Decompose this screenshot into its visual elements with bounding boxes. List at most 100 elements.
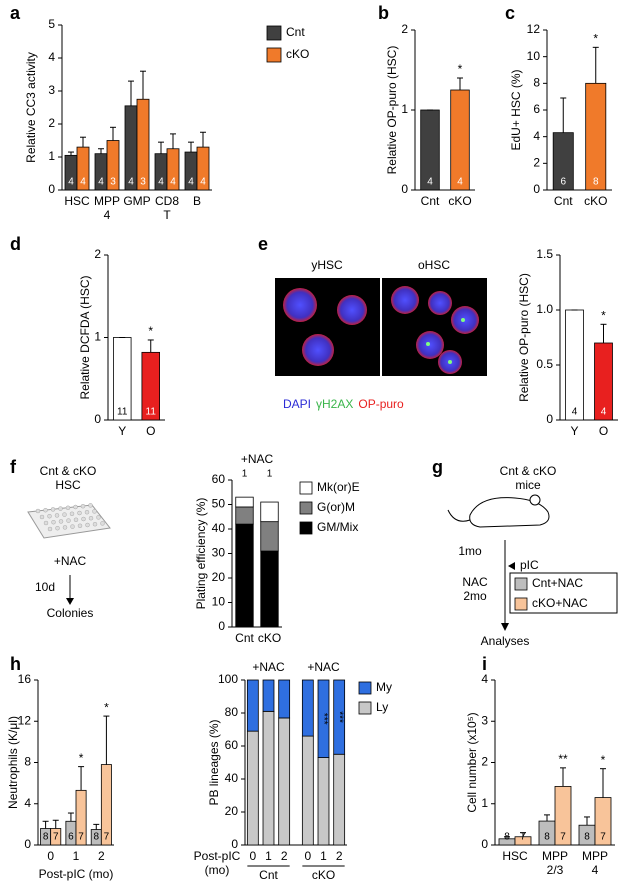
n-label: 8 (93, 832, 99, 843)
bar-segment (317, 757, 330, 846)
bar-segment (246, 730, 259, 846)
arrow-head (66, 598, 74, 605)
well (51, 519, 56, 525)
panel-letter: f (10, 457, 17, 477)
y-tick-label: 4 (24, 796, 31, 810)
n-label: 8 (593, 177, 599, 188)
bar-segment (333, 679, 346, 755)
significance: * (79, 751, 84, 765)
x-tick-label: MPP 2/3 (542, 849, 568, 877)
well (88, 503, 93, 508)
well (65, 505, 71, 511)
well (39, 514, 45, 520)
nucleus (391, 286, 419, 314)
error-bar (170, 133, 176, 149)
y-tick-label: 50 (212, 497, 226, 511)
n-label: 7 (104, 832, 110, 843)
y-tick-label: 0 (218, 619, 225, 633)
n-label: 7 (520, 832, 526, 843)
x-tick-label: 1 (320, 849, 327, 863)
y-tick-label: 1 (48, 149, 55, 163)
significance: * (458, 62, 463, 76)
significance: *** (318, 713, 329, 725)
y-axis-label: Relative OP-puro (HSC) (517, 273, 531, 402)
x-tick-label: cKO (584, 194, 607, 208)
y-axis-label: EdU+ HSC (%) (509, 69, 523, 150)
n-label: 1 (267, 469, 273, 480)
n-label: 4 (98, 177, 104, 188)
y-tick-label: 60 (212, 472, 226, 486)
x-tick-label: O (599, 424, 608, 438)
x-tick-label: 1 (265, 849, 272, 863)
foci (461, 318, 465, 322)
significance: * (148, 324, 153, 338)
legend-label: G(or)M (317, 500, 355, 514)
pic-marker (508, 562, 515, 570)
bar (565, 309, 584, 421)
y-tick-label: 0 (48, 182, 55, 196)
bar (585, 82, 607, 191)
well (70, 524, 75, 529)
significance: * (593, 32, 598, 46)
bar-segment (260, 501, 279, 523)
error-bar (52, 819, 59, 829)
x-tick-label: GMP (123, 194, 150, 208)
y-tick-label: 16 (18, 672, 32, 686)
y-tick-label: 20 (212, 570, 226, 584)
n-label: 7 (600, 832, 606, 843)
x-tick-label: MPP 4 (582, 849, 608, 877)
bar-segment (278, 717, 291, 846)
well (50, 507, 56, 512)
well (77, 523, 83, 529)
diagram-text: +NAC (54, 554, 87, 568)
diagram-text: Cnt & cKO mice (500, 464, 557, 492)
panel-letter: e (258, 234, 268, 254)
y-tick-label: 40 (225, 771, 239, 785)
error-bar (592, 46, 599, 84)
mouse-ear (529, 494, 541, 506)
x-tick-label: 2 (281, 849, 288, 863)
error-bar (93, 823, 100, 830)
x-axis-label: Post-pIC (mo) (194, 849, 241, 877)
y-tick-label: 4 (48, 50, 55, 64)
n-label: 11 (146, 407, 157, 418)
panel-letter: i (482, 654, 487, 674)
image-label: yHSC (311, 258, 343, 272)
y-tick-label: 10 (212, 595, 226, 609)
significance: * (601, 308, 606, 322)
n-label: 6 (68, 832, 74, 843)
diagram-text: Colonies (47, 606, 94, 620)
diagram-text: Analyses (481, 634, 530, 648)
legend-label: Cnt (286, 25, 305, 39)
n-label: 4 (427, 177, 433, 188)
bar-segment (333, 753, 346, 846)
error-bar (200, 131, 206, 148)
panel-letter: g (432, 457, 443, 477)
well (62, 512, 67, 517)
foci (448, 360, 452, 364)
well (96, 515, 101, 520)
legend-swatch (299, 521, 313, 535)
bar-segment (260, 550, 279, 628)
bar-segment (235, 506, 254, 525)
error-bar (147, 339, 154, 353)
x-tick-label: CD8 T (155, 194, 179, 222)
error-bar (140, 70, 146, 100)
n-label: 8 (544, 832, 550, 843)
legend-label: Ly (376, 700, 388, 714)
group-title: +NAC (252, 660, 285, 674)
n-label: 4 (170, 177, 176, 188)
panel-letter: d (10, 234, 21, 254)
x-tick-label: MPP 4 (94, 194, 120, 222)
bar-segment (246, 679, 259, 732)
group-label: cKO (312, 868, 335, 882)
y-tick-label: 40 (212, 521, 226, 535)
x-tick-label: B (193, 194, 201, 208)
legend-label: cKO+NAC (532, 596, 588, 610)
x-tick-label: 1 (73, 849, 80, 863)
well (66, 518, 71, 523)
x-tick-label: O (146, 424, 155, 438)
diagram-text: 10d (35, 580, 55, 594)
y-tick-label: 10 (527, 49, 541, 63)
